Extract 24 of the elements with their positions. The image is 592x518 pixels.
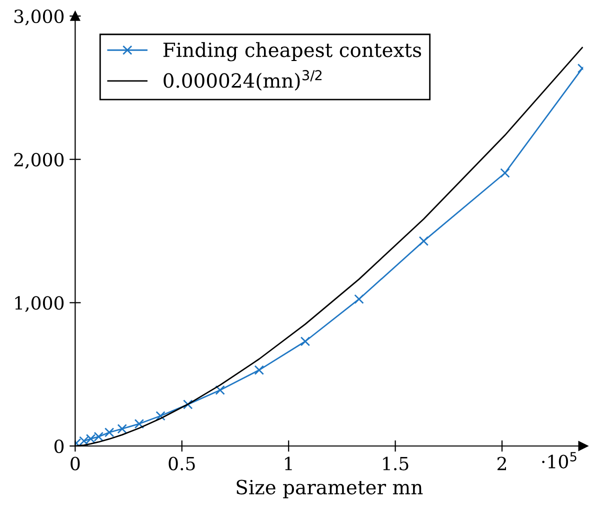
point bbox=[104, 428, 114, 438]
point bbox=[254, 365, 264, 375]
legend-label: 0.000024(mn)$^{3/2}$ bbox=[164, 70, 322, 91]
point bbox=[134, 418, 144, 429]
x-tick-label: 0.5 bbox=[168, 456, 195, 470]
legend-label: Finding cheapest contexts bbox=[163, 42, 422, 62]
y-tick-label: 3,000 bbox=[14, 10, 64, 26]
text: ·10$^{5}$ bbox=[542, 452, 576, 468]
x-tick-label: 1.5 bbox=[383, 456, 408, 470]
point bbox=[500, 168, 510, 178]
y-tick-label: 1,000 bbox=[15, 296, 64, 312]
x-tick-label: 2 bbox=[498, 456, 506, 470]
point bbox=[354, 294, 364, 304]
point bbox=[300, 336, 310, 346]
x-axis-title: Size parameter mn bbox=[236, 480, 423, 498]
x-tick-label: 1 bbox=[285, 456, 292, 470]
point bbox=[215, 385, 225, 395]
point bbox=[117, 424, 127, 434]
y-tick-label: 2,000 bbox=[14, 152, 64, 169]
point bbox=[156, 411, 166, 421]
point bbox=[418, 236, 429, 246]
point bbox=[183, 400, 193, 410]
x-tick-label: 0 bbox=[70, 456, 80, 470]
y-tick-label: 0 bbox=[54, 439, 64, 454]
